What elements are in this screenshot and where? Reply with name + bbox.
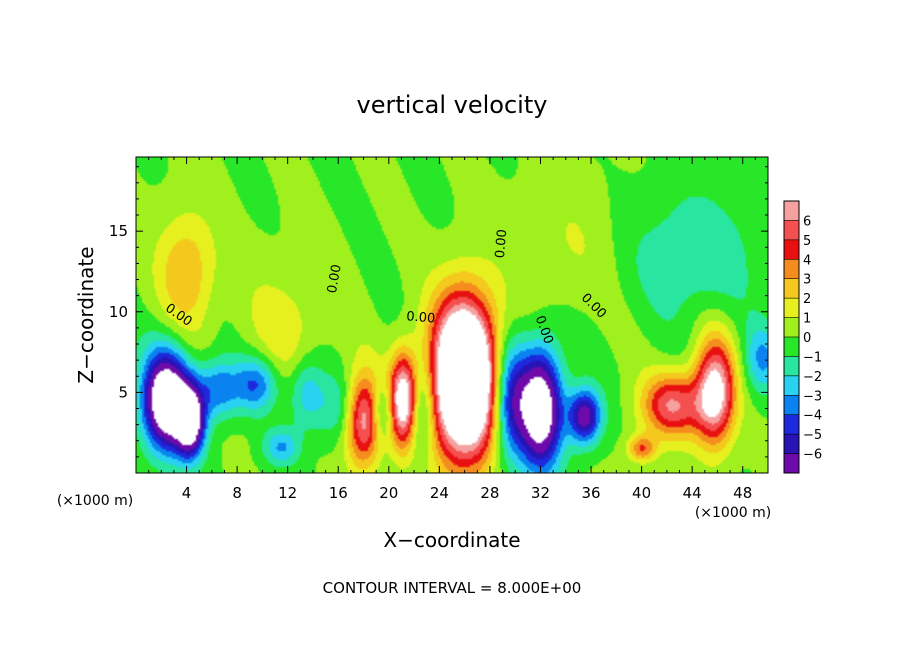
plot-area: 0.000.000.000.000.000.00 4 8 12 16 20 24 28 32 3…: [109, 156, 769, 502]
colorbar-swatch-11: [784, 414, 799, 435]
contour-label-2: 0.00: [406, 309, 436, 326]
colorbar-label: 4: [803, 253, 811, 268]
x-unit-left: (×1000 m): [57, 493, 133, 509]
colorbar-label: 5: [803, 234, 811, 249]
colorbar-swatch-10: [784, 395, 799, 416]
x-tick-label: 48: [733, 484, 752, 502]
colorbar-label: −1: [803, 350, 822, 365]
y-tick-label: 5: [118, 383, 128, 401]
contour-interval-note: CONTOUR INTERVAL = 8.000E+00: [323, 579, 582, 597]
x-tick-label: 44: [683, 484, 702, 502]
contour-label-3: 0.00: [493, 229, 510, 259]
colorbar-swatch-2: [784, 239, 799, 260]
x-tick-label: 24: [430, 484, 449, 502]
x-axis-label: X−coordinate: [383, 528, 520, 552]
x-unit-right: (×1000 m): [695, 505, 771, 521]
x-tick-label: 12: [278, 484, 297, 502]
colorbar-label: −5: [803, 428, 822, 443]
colorbar-swatch-3: [784, 259, 799, 280]
chart-title: vertical velocity: [357, 91, 548, 119]
colorbar-swatch-1: [784, 220, 799, 241]
y-tick-label: 15: [109, 222, 128, 240]
x-tick-label: 8: [232, 484, 242, 502]
x-tick-label: 32: [531, 484, 550, 502]
colorbar-label: −4: [803, 409, 822, 424]
colorbar-label: 3: [803, 273, 811, 288]
colorbar-swatch-6: [784, 317, 799, 338]
colorbar-label: −2: [803, 370, 822, 385]
colorbar-swatch-4: [784, 278, 799, 299]
colorbar-label: 1: [803, 312, 811, 327]
colorbar-labels: 6 5 4 3 2 1 0 −1 −2 −3 −4 −5 −6: [784, 214, 822, 463]
colorbar-swatches: [783, 200, 800, 474]
y-tick-label: 10: [109, 303, 128, 321]
x-tick-label: 40: [632, 484, 651, 502]
x-tick-label: 4: [182, 484, 192, 502]
colorbar-label: −6: [803, 448, 822, 463]
colorbar-label: 6: [803, 214, 811, 229]
colorbar-swatch-13: [784, 453, 799, 474]
colorbar-swatch-0: [784, 201, 799, 221]
x-tick-label: 28: [480, 484, 499, 502]
x-axis-ticks: 4 8 12 16 20 24 28 32 36 40 44 48: [148, 157, 756, 502]
heatmap-field: [136, 157, 768, 473]
y-axis-ticks: 5 10 15: [109, 166, 768, 458]
x-tick-label: 36: [581, 484, 600, 502]
colorbar-label: −3: [803, 389, 822, 404]
y-axis-label: Z−coordinate: [74, 246, 98, 383]
colorbar-swatch-8: [784, 356, 799, 377]
colorbar-swatch-12: [784, 434, 799, 454]
colorbar-swatch-7: [784, 337, 799, 357]
colorbar-label: 0: [803, 331, 811, 346]
contour-label-1: 0.00: [325, 263, 345, 294]
x-tick-label: 20: [379, 484, 398, 502]
x-tick-label: 16: [329, 484, 348, 502]
colorbar-swatch-5: [784, 298, 799, 318]
colorbar: 6 5 4 3 2 1 0 −1 −2 −3 −4 −5 −6: [783, 200, 822, 474]
colorbar-swatch-9: [784, 375, 799, 396]
colorbar-label: 2: [803, 292, 811, 307]
